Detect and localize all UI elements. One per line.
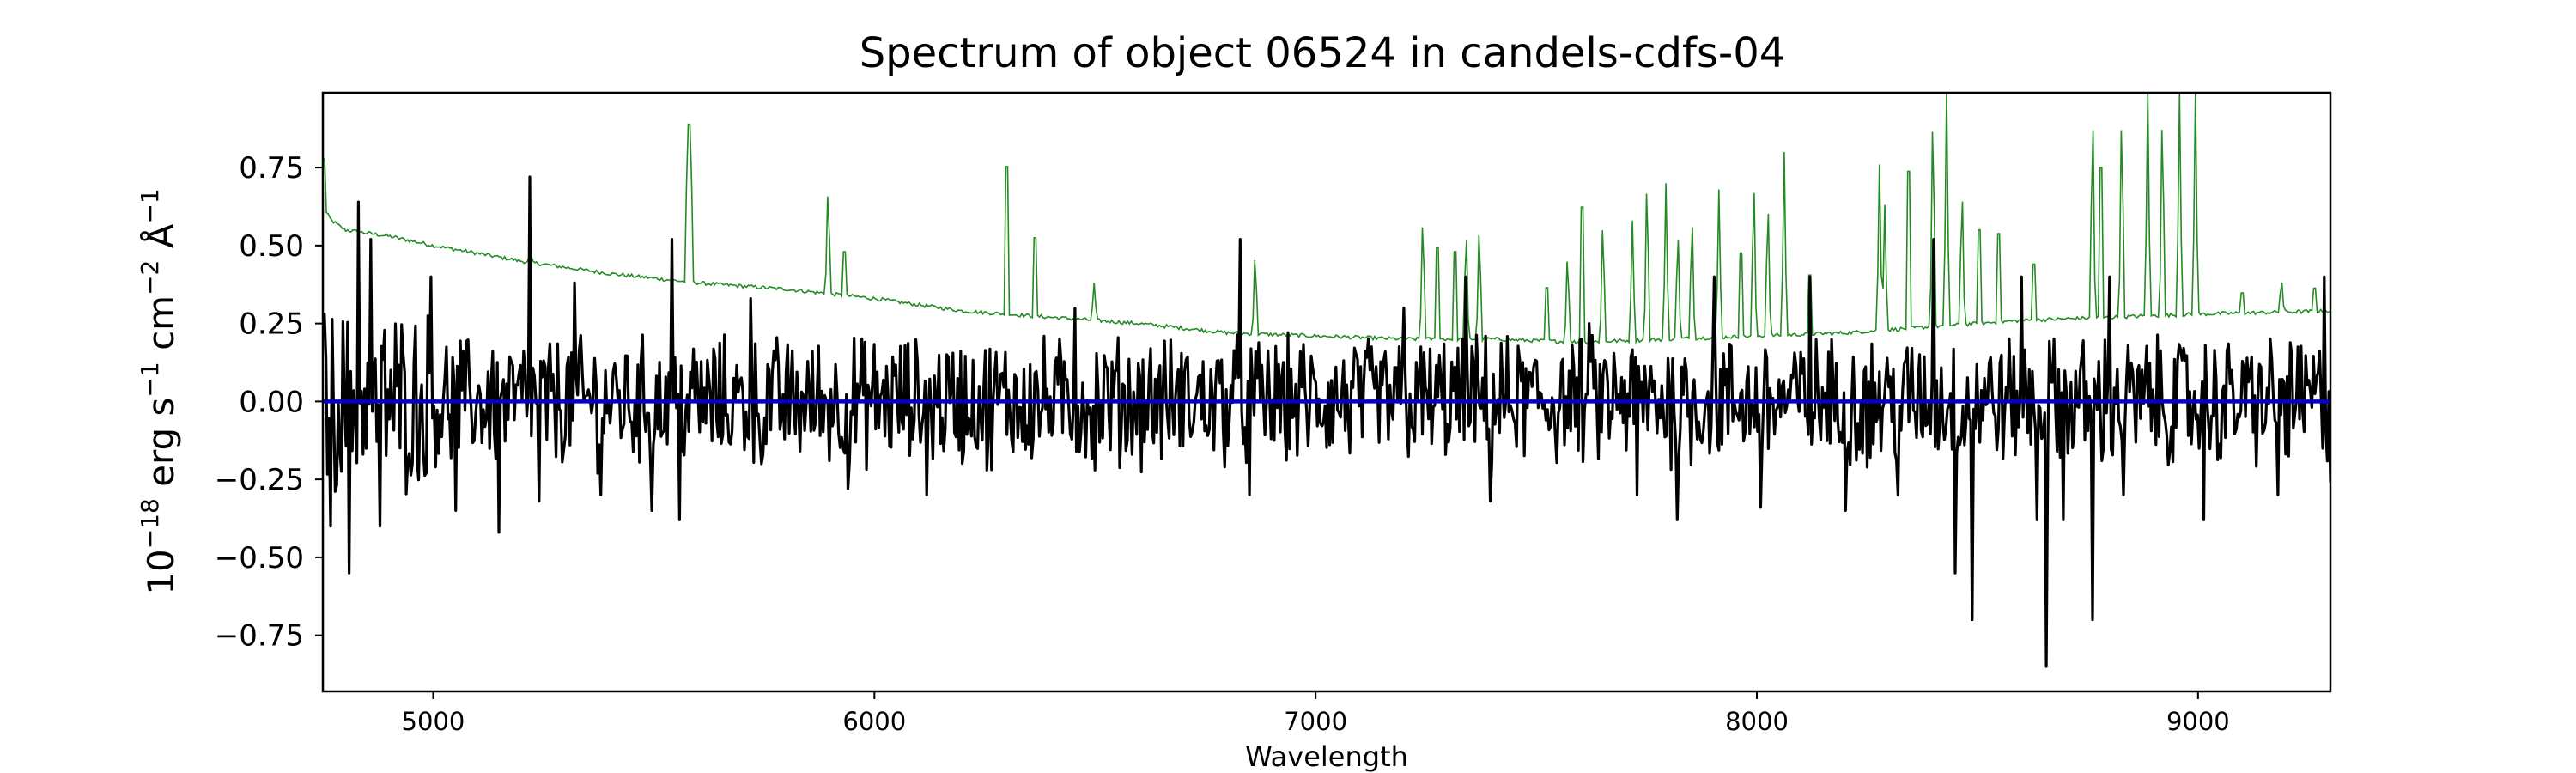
y-tick-label: −0.75 [215,619,304,654]
noise-spectrum-line [323,93,2330,345]
x-tick-label: 7000 [1284,707,1347,736]
y-tick-label: −0.25 [215,463,304,497]
x-tick-label: 8000 [1725,707,1789,736]
y-tick-label: 0.50 [239,229,304,264]
x-tick-label: 5000 [402,707,465,736]
chart-title: Spectrum of object 06524 in candels-cdfs… [860,29,1786,77]
y-tick-label: 0.25 [239,307,304,342]
plot-frame [321,91,2332,693]
x-axis-label: Wavelength [1245,740,1408,773]
x-tick-label: 6000 [842,707,906,736]
y-axis-label: 10−18 erg s−1 cm−2 Å−1 [136,188,182,594]
flux-spectrum-line [323,175,2330,668]
x-tick-label: 9000 [2166,707,2230,736]
y-tick-label: 0.75 [239,151,304,186]
y-tick-label: −0.50 [215,541,304,575]
y-tick-label: 0.00 [239,385,304,419]
